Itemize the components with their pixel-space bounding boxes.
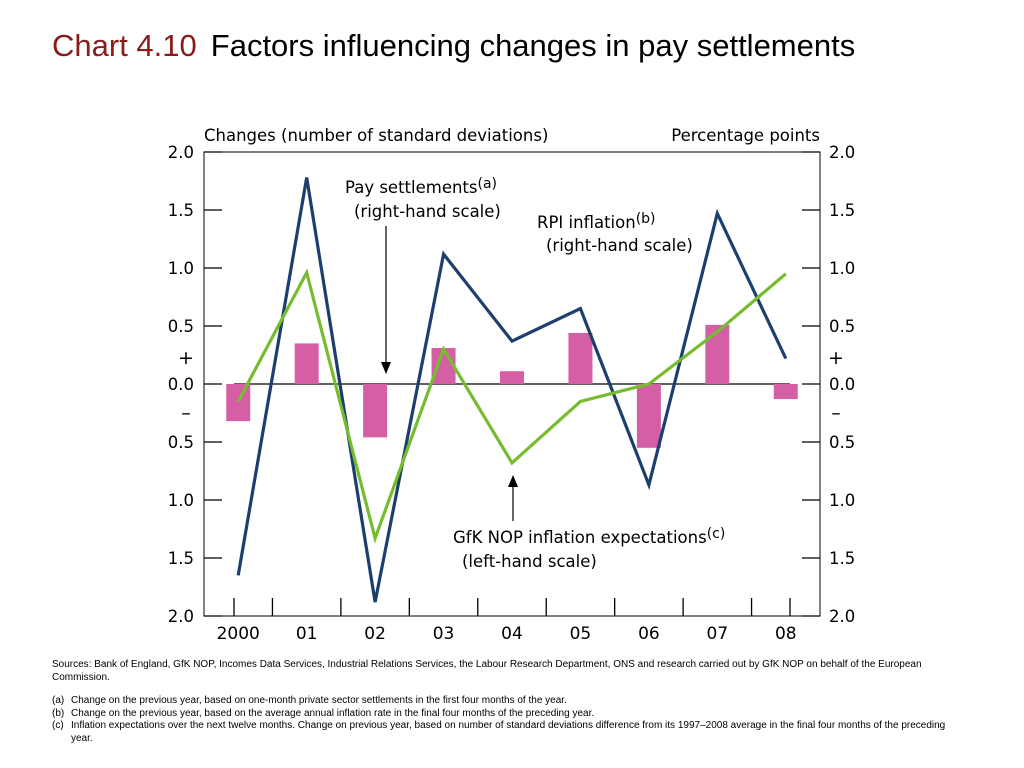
annotation-rpi-inflation-text: RPI inflation [537,213,636,232]
chart-notes: Sources: Bank of England, GfK NOP, Incom… [52,659,952,745]
chart-title-text: Factors influencing changes in pay settl… [210,28,856,63]
footnote-c: (c) Inflation expectations over the next… [52,720,952,745]
annotation-pay-settlements: Pay settlements(a) (right-hand scale) [345,176,501,374]
x-tick-label: 02 [364,624,386,644]
chart-number: Chart 4.10 [52,28,197,63]
right-tick-label: 2.0 [829,143,855,162]
right-tick-label: 0.5 [829,433,855,452]
x-tick-label: 08 [775,624,797,644]
bars-group [226,324,798,448]
left-tick-label: 0.5 [168,433,194,452]
annotation-rpi-inflation: RPI inflation(b) (right-hand scale) [537,211,693,255]
chart-title: Chart 4.10 Factors influencing changes in… [52,28,855,64]
footnote-b-text: Change on the previous year, based on th… [71,707,595,719]
line-rpi-inflation [236,268,787,544]
bar-05 [568,332,593,384]
x-tick-label: 04 [501,624,523,644]
left-tick-label: 0.5 [168,317,194,336]
x-tick-label: 07 [707,624,729,644]
x-tick-label: 03 [433,624,455,644]
annotation-pay-settlements-sup: (a) [478,176,498,192]
right-tick-label: 2.0 [829,607,855,626]
bar-03 [431,348,456,384]
svg-text:RPI inflation(b): RPI inflation(b) [537,211,656,232]
sources-note: Sources: Bank of England, GfK NOP, Incom… [52,659,922,683]
annotation-gfk-nop-sup: (c) [707,526,726,542]
right-axis-label: Percentage points [671,126,820,145]
right-tick-label: 1.5 [829,549,855,568]
footnote-c-text: Inflation expectations over the next twe… [71,720,946,744]
x-tick-label: 05 [570,624,592,644]
left-tick-label: 1.0 [168,491,194,510]
lines-group [236,177,788,603]
bar-2000 [226,384,251,422]
footnote-c-label: (c) [52,720,64,731]
footnote-b: (b) Change on the previous year, based o… [52,708,952,721]
annotation-pay-settlements-scale: (right-hand scale) [354,202,501,221]
svg-text:GfK NOP inflation expectations: GfK NOP inflation expectations(c) [453,526,725,547]
left-axis-label: Changes (number of standard deviations) [204,126,548,145]
right-tick-label: 1.5 [829,201,855,220]
x-tick-label: 01 [296,624,318,644]
annotation-gfk-nop-text: GfK NOP inflation expectations [453,528,707,547]
left-tick-label: 1.5 [168,201,194,220]
chart: 2.0 1.5 1.0 0.5 0.0 0.5 1.0 1.5 2.0 2.0 1.5 1.0 0.5 0… [168,126,856,644]
right-tick-label: 0.0 [829,375,855,394]
left-tick-label: 0.0 [168,375,194,394]
ticks-group: 2.0 1.5 1.0 0.5 0.0 0.5 1.0 1.5 2.0 2.0 1.5 1.0 0.5 0… [168,143,856,644]
annotation-rpi-inflation-scale: (right-hand scale) [546,236,693,255]
left-tick-label: 2.0 [168,143,194,162]
annotation-pay-settlements-text: Pay settlements [345,178,478,197]
right-plus-sign: + [828,347,844,369]
right-tick-label: 1.0 [829,491,855,510]
footnote-a-text: Change on the previous year, based on on… [71,695,567,706]
right-tick-label: 1.0 [829,259,855,278]
bar-01 [294,343,319,384]
svg-text:Pay settlements(a): Pay settlements(a) [345,176,497,197]
x-tick-label: 06 [638,624,660,644]
left-plus-sign: + [178,347,194,369]
left-tick-label: 1.5 [168,549,194,568]
annotation-gfk-nop: GfK NOP inflation expectations(c) (left-… [453,475,725,571]
footnote-a-label: (a) [52,695,65,706]
annotation-gfk-nop-scale: (left-hand scale) [462,552,597,571]
line-pay-settlements [236,177,788,603]
bar-06 [636,384,661,448]
footnote-b-label: (b) [52,707,65,719]
footnote-a: (a) Change on the previous year, based o… [52,695,952,708]
bar-02 [363,384,388,438]
annotation-rpi-inflation-sup: (b) [636,211,656,227]
right-minus-sign: – [831,402,841,424]
left-tick-label: 1.0 [168,259,194,278]
right-tick-label: 0.5 [829,317,855,336]
bar-07 [705,324,730,384]
left-tick-label: 2.0 [168,607,194,626]
x-tick-label: 2000 [217,624,260,644]
bar-04 [500,371,524,384]
left-minus-sign: – [181,402,191,424]
bar-08 [773,384,798,400]
